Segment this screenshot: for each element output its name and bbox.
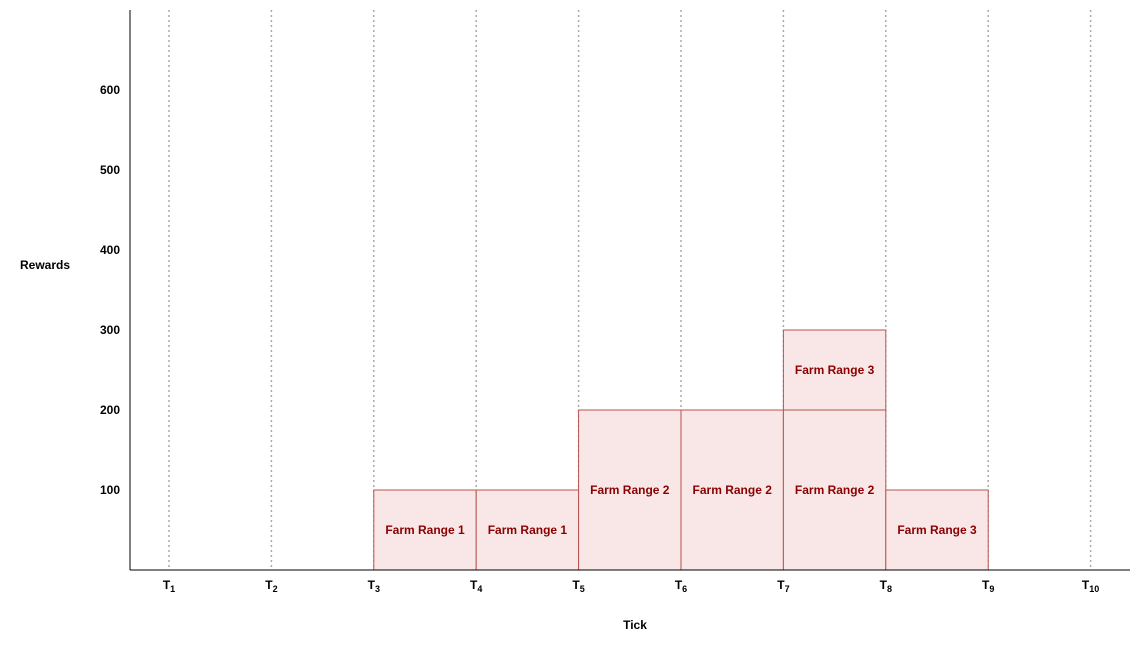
bar-segment-label: Farm Range 3: [795, 363, 875, 377]
bar-segment-label: Farm Range 2: [693, 483, 773, 497]
x-tick-label: T10: [1082, 578, 1099, 594]
y-axis-title: Rewards: [20, 258, 70, 272]
x-tick-label: T9: [982, 578, 994, 594]
bar-segment-label: Farm Range 2: [795, 483, 875, 497]
y-tick-label: 300: [100, 323, 120, 337]
x-tick-label: T7: [777, 578, 789, 594]
y-tick-label: 400: [100, 243, 120, 257]
y-tick-labels: 100 200 300 400 500 600: [100, 83, 120, 497]
bar-segment: [475, 489, 580, 571]
x-tick-label: T2: [265, 578, 277, 594]
y-tick-label: 500: [100, 163, 120, 177]
bar-segment-label: Farm Range 3: [897, 523, 977, 537]
y-tick-label: 200: [100, 403, 120, 417]
x-tick-label: T8: [880, 578, 892, 594]
x-tick-label: T4: [470, 578, 482, 594]
y-tick-label: 600: [100, 83, 120, 97]
bar-segment: [782, 329, 887, 411]
bar-segment-label: Farm Range 2: [590, 483, 670, 497]
x-tick-label: T5: [572, 578, 584, 594]
x-tick-label: T6: [675, 578, 687, 594]
x-tick-label: T3: [368, 578, 380, 594]
bar-segment-label: Farm Range 1: [385, 523, 465, 537]
bar-segment-label: Farm Range 1: [488, 523, 568, 537]
bar-segment: [782, 409, 887, 571]
x-tick-label: T1: [163, 578, 175, 594]
y-tick-label: 100: [100, 483, 120, 497]
x-tick-labels: T1 T2 T3 T4 T5 T6 T7 T8 T9 T10: [163, 578, 1099, 594]
x-axis-title: Tick: [623, 618, 647, 632]
